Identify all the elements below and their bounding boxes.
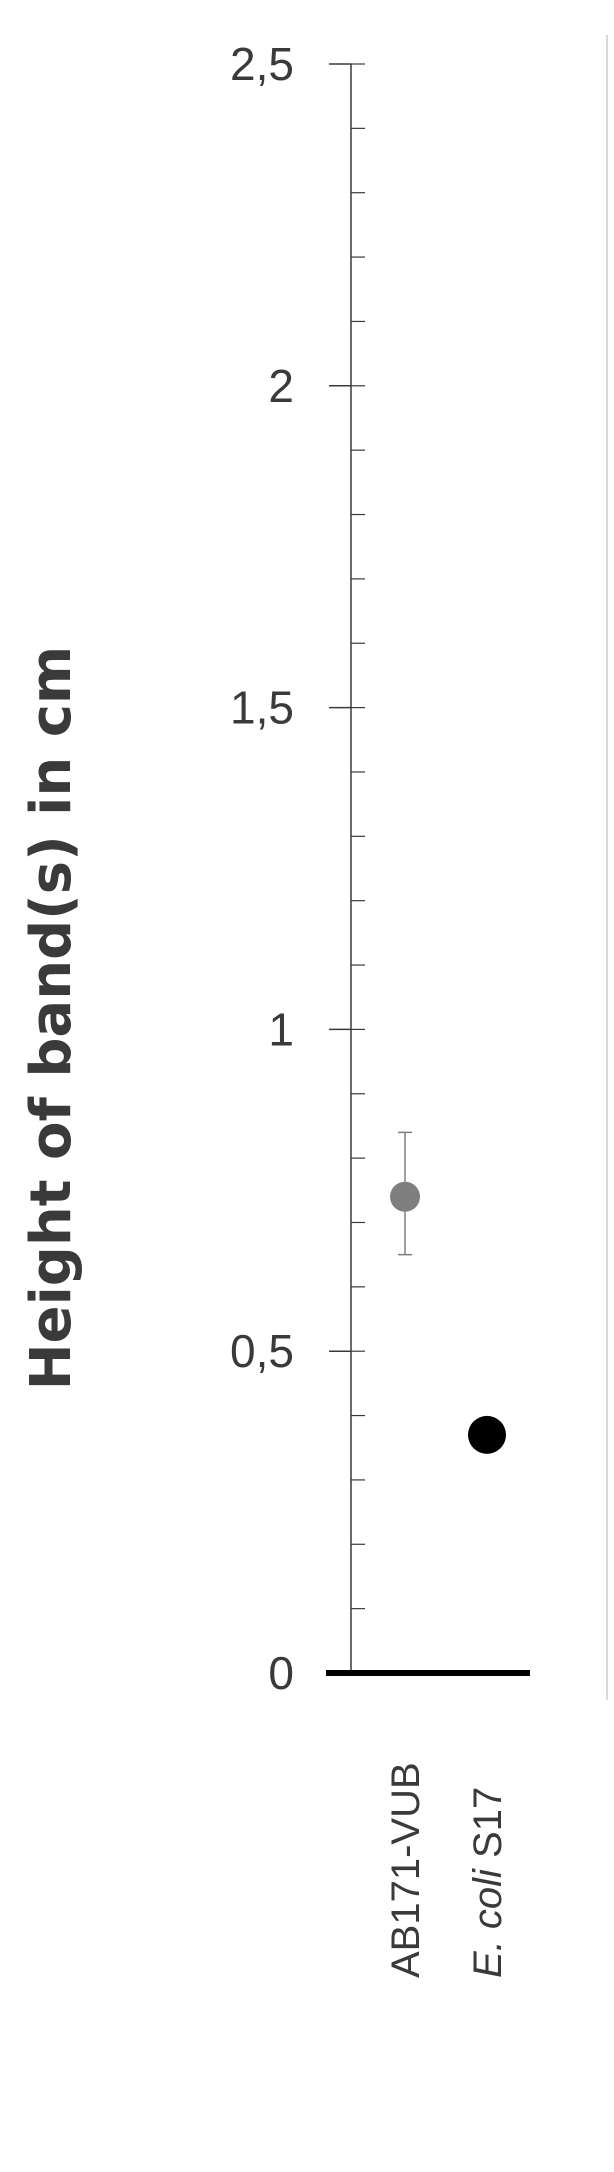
y-tick-label: 2	[268, 360, 294, 412]
x-category-label: AB171-VUB	[384, 1762, 428, 1978]
y-axis-title: Height of band(s) in cm	[19, 646, 84, 1391]
x-category-label-plain: S17	[466, 1787, 510, 1869]
x-category-label: E. coli S17	[466, 1787, 510, 1978]
y-tick-label: 1,5	[230, 682, 294, 734]
x-axis: AB171-VUB E. coli S17	[326, 1670, 530, 1978]
data-point	[390, 1181, 420, 1212]
data-marks	[390, 1131, 506, 1454]
y-tick-label: 0,5	[230, 1325, 294, 1377]
y-tick-label: 1	[268, 1003, 294, 1055]
y-tick-label: 2,5	[230, 38, 294, 90]
y-tick-label: 0	[268, 1647, 294, 1699]
y-axis: 0 0,5 1 1,5 2 2,5	[230, 38, 365, 1699]
data-point	[468, 1415, 506, 1454]
x-category-label-italic: E. coli	[466, 1868, 510, 1978]
